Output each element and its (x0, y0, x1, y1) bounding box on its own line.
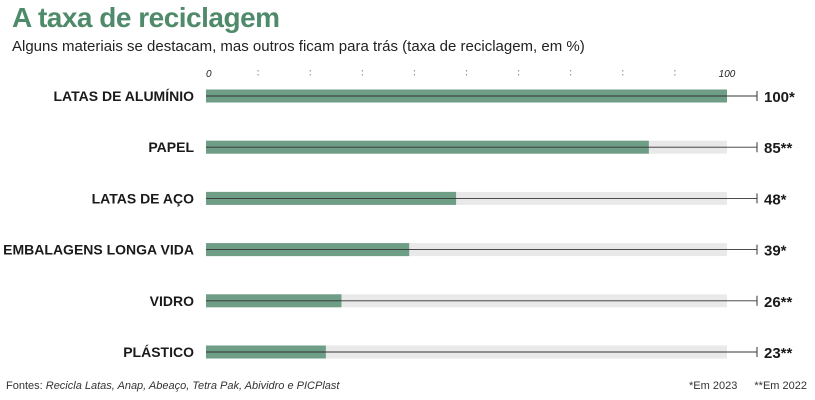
data-label: 100* (764, 89, 795, 106)
sources-label: Fontes: (6, 380, 43, 392)
chart-title: A taxa de reciclagem (12, 2, 280, 33)
footnotes: *Em 2023 **Em 2022 (675, 380, 807, 392)
x-tick-label: 100 (719, 69, 736, 80)
data-label: 26** (764, 294, 793, 311)
category-label: PAPEL (148, 139, 194, 155)
x-tick-label: 0 (206, 69, 212, 80)
data-label: 48* (764, 191, 787, 208)
data-label: 85** (764, 140, 793, 157)
sources-line: Fontes: Recicla Latas, Anap, Abeaço, Tet… (6, 380, 339, 392)
data-label: 39* (764, 243, 787, 260)
category-label: LATAS DE ALUMÍNIO (53, 88, 194, 104)
chart-subtitle: Alguns materiais se destacam, mas outros… (12, 38, 585, 55)
category-label: LATAS DE AÇO (92, 190, 195, 206)
category-label: VIDRO (150, 293, 194, 309)
bar-chart: 0 100 LATAS DE ALUMÍNIO 100* PAPEL 85** LATAS … (3, 69, 795, 362)
category-label: PLÁSTICO (123, 344, 194, 360)
category-label: EMBALAGENS LONGA VIDA (3, 242, 194, 258)
sources-list: Recicla Latas, Anap, Abeaço, Tetra Pak, … (45, 380, 340, 392)
footnote-2022: **Em 2022 (754, 380, 807, 392)
footnote-2023: *Em 2023 (689, 380, 738, 392)
data-label: 23** (764, 345, 793, 362)
